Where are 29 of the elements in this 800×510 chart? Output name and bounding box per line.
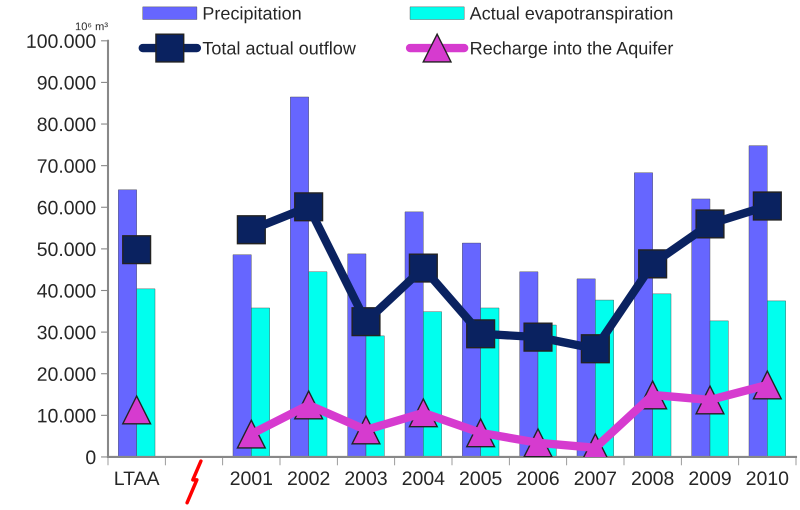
x-tick-label: 2005 xyxy=(460,471,502,486)
legend-label: Precipitation xyxy=(204,6,301,24)
x-tick-label: LTAA xyxy=(115,472,160,485)
y-tick-label: 40.000 xyxy=(37,284,96,298)
x-tick-label: 2009 xyxy=(689,471,731,486)
y-tick-label: 0 xyxy=(86,450,96,464)
y-tick-label: 20.000 xyxy=(38,367,96,381)
legend-label: Recharge into the Aquifer xyxy=(471,41,674,58)
legend-label: Total actual outflow xyxy=(202,41,356,55)
x-tick-label: 2007 xyxy=(574,471,616,486)
legend-label: Actual evapotranspiration xyxy=(470,6,672,24)
x-tick-label: 2004 xyxy=(402,471,444,486)
y-tick-label: 80.000 xyxy=(38,118,96,132)
y-tick-label: 30.000 xyxy=(37,326,96,340)
x-tick-label: 2008 xyxy=(632,471,674,486)
y-tick-label: 60.000 xyxy=(38,200,96,214)
y-tick-label: 90.000 xyxy=(38,76,96,90)
x-tick-label: 2001 xyxy=(230,471,272,486)
x-tick-label: 2003 xyxy=(345,471,387,486)
y-tick-label: 50.000 xyxy=(38,242,96,256)
x-tick-label: 2006 xyxy=(517,471,559,486)
y-tick-label: 70.000 xyxy=(38,159,96,173)
x-tick-label: 2002 xyxy=(288,471,330,486)
point xyxy=(122,395,152,425)
point xyxy=(122,235,152,264)
y-tick-label: 100.000 xyxy=(27,34,96,48)
x-tick-label: 2010 xyxy=(746,471,788,486)
y-tick-label: 10.000 xyxy=(38,408,96,423)
y-axis-title: 10⁶ m³ xyxy=(76,22,108,30)
